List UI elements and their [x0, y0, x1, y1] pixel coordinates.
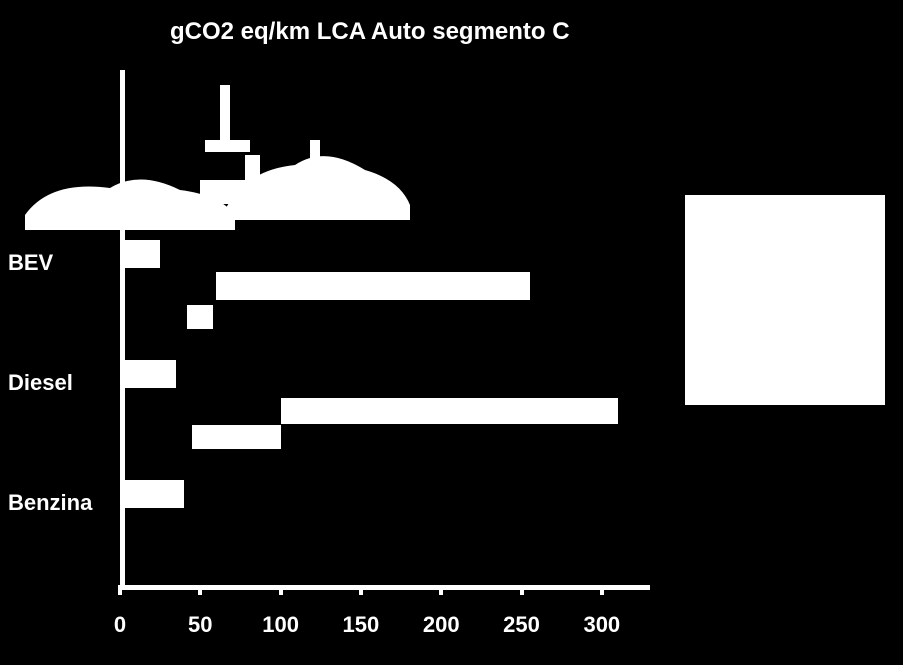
bar-diesel [192, 425, 280, 449]
x-label: 150 [343, 612, 380, 638]
y-axis [120, 70, 125, 590]
silhouette-right [215, 140, 415, 230]
x-tick [118, 585, 122, 595]
x-label: 50 [188, 612, 212, 638]
deco-shape [220, 85, 230, 140]
x-tick [198, 585, 202, 595]
co2-lca-chart: gCO2 eq/km LCA Auto segmento C BEV Diesel… [0, 0, 903, 665]
bar-benzina [120, 480, 184, 508]
bar-diesel [120, 360, 176, 388]
bar-bev [120, 240, 160, 268]
bar-diesel [281, 398, 618, 424]
bar-diesel [187, 305, 213, 329]
y-label-benzina: Benzina [0, 490, 113, 516]
x-label: 200 [423, 612, 460, 638]
y-label-diesel: Diesel [0, 370, 113, 396]
legend-box [685, 195, 885, 405]
x-tick [279, 585, 283, 595]
bar-bev [216, 272, 529, 300]
plot-area [120, 70, 650, 590]
silhouette-left [20, 160, 240, 240]
x-tick [439, 585, 443, 595]
y-label-bev: BEV [0, 250, 113, 276]
x-tick [600, 585, 604, 595]
x-tick [520, 585, 524, 595]
x-label: 0 [114, 612, 126, 638]
x-label: 250 [503, 612, 540, 638]
x-tick [359, 585, 363, 595]
x-label: 100 [262, 612, 299, 638]
chart-title: gCO2 eq/km LCA Auto segmento C [170, 18, 570, 46]
x-label: 300 [583, 612, 620, 638]
